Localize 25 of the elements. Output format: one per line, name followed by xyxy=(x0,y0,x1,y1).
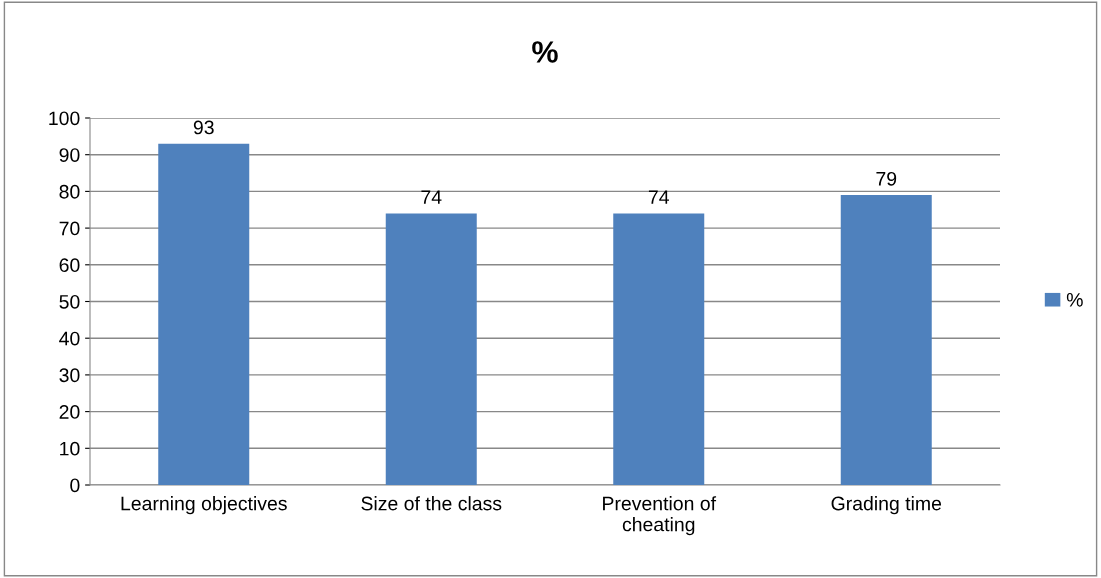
data-label: 79 xyxy=(876,171,897,186)
bar xyxy=(385,213,477,485)
bar xyxy=(158,143,250,485)
y-tick-label: 30 xyxy=(59,368,80,383)
y-tick-label: 0 xyxy=(70,478,80,493)
data-label: 74 xyxy=(648,190,669,204)
y-tick-label: 10 xyxy=(60,441,80,456)
y-tick-label: 80 xyxy=(59,184,80,199)
x-tick-label: Size of the class xyxy=(361,496,502,511)
y-tick-label: 90 xyxy=(59,148,80,162)
bar xyxy=(840,195,932,485)
y-tick-label: 40 xyxy=(59,331,80,346)
y-tick-label: 50 xyxy=(59,294,80,309)
x-tick-label: Grading time xyxy=(831,496,942,515)
bar xyxy=(613,213,705,485)
y-tick-label: 70 xyxy=(59,221,80,236)
legend-label: % xyxy=(1066,293,1083,307)
y-tick-label: 20 xyxy=(59,405,80,419)
x-tick-label: Learning objectives xyxy=(121,496,287,515)
data-label: 74 xyxy=(421,190,442,204)
y-tick-label: 60 xyxy=(59,258,80,273)
chart-title: % xyxy=(532,41,558,63)
x-tick-label: Prevention of cheating xyxy=(603,496,717,536)
y-tick-label: 100 xyxy=(49,111,80,126)
data-label: 93 xyxy=(193,120,214,135)
